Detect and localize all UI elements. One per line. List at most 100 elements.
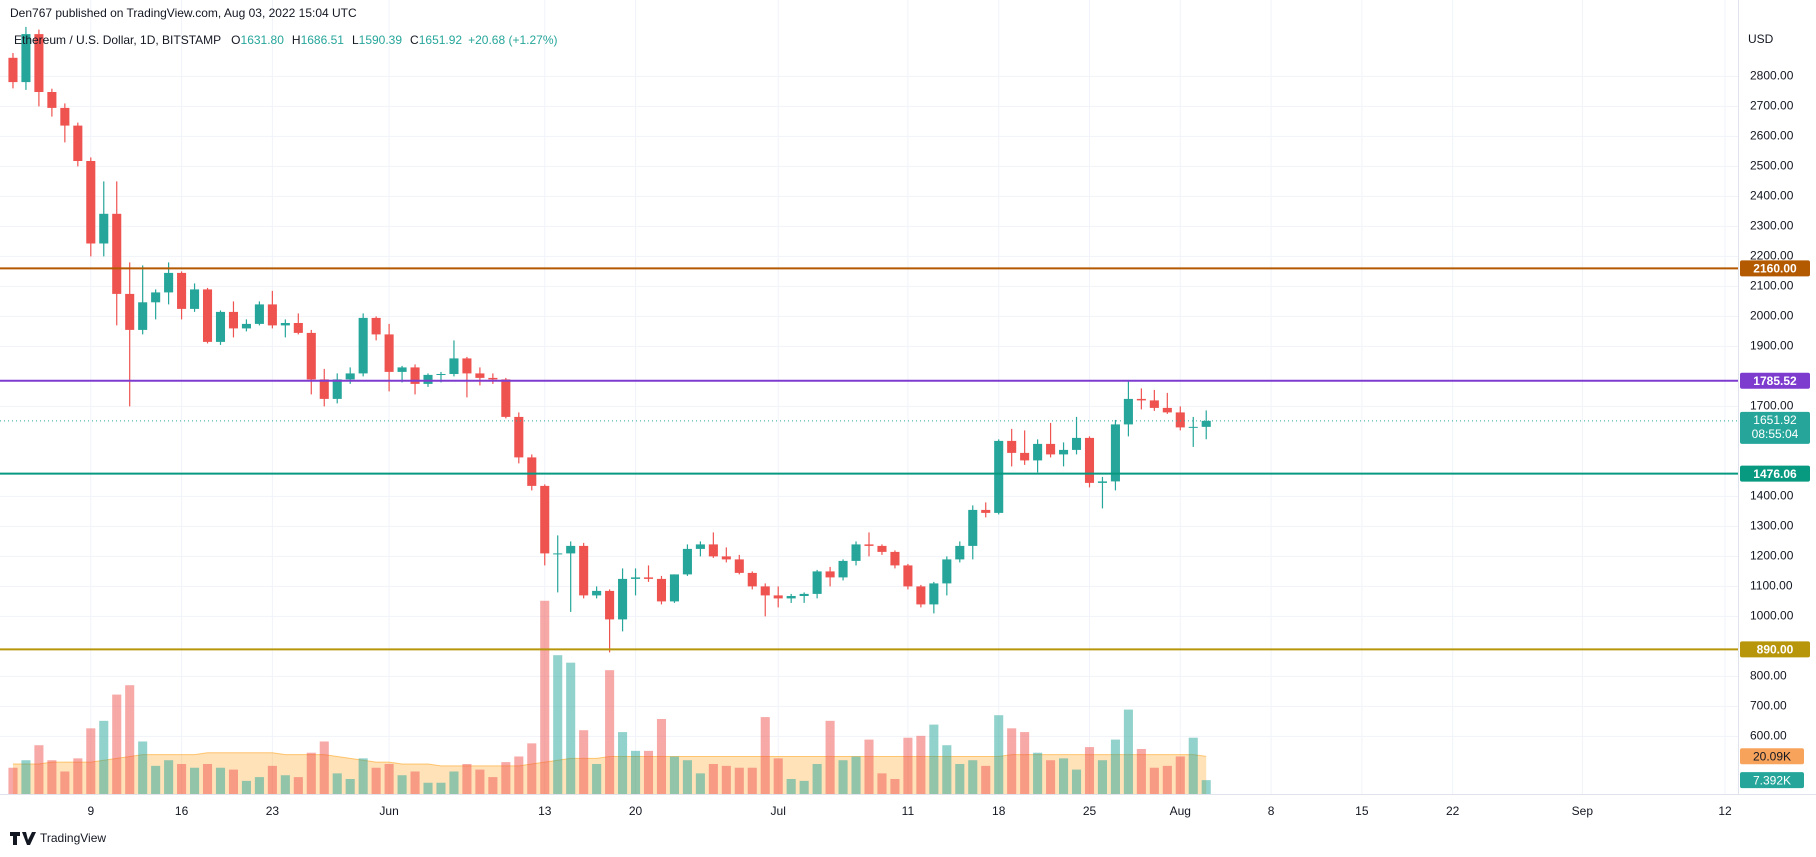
volume-bar bbox=[1188, 737, 1198, 794]
volume-bar bbox=[215, 767, 226, 794]
volume-bar bbox=[423, 782, 433, 794]
candle-body bbox=[60, 107, 70, 126]
volume-bar bbox=[1059, 758, 1069, 794]
candle-body bbox=[397, 367, 407, 372]
volume-bar bbox=[968, 760, 978, 794]
volume-bar bbox=[903, 737, 913, 794]
candle-body bbox=[21, 34, 31, 83]
candle-body bbox=[1110, 424, 1120, 482]
volume-bar bbox=[877, 773, 887, 794]
volume-bar bbox=[656, 718, 667, 794]
legend-value: 1631.80 bbox=[241, 33, 285, 47]
volume-bar bbox=[890, 778, 900, 794]
candle-body bbox=[436, 374, 446, 375]
candle-body bbox=[773, 595, 783, 599]
volume-bar bbox=[1123, 709, 1133, 794]
candle-body bbox=[955, 545, 965, 560]
candle-body bbox=[190, 289, 200, 309]
volume-bar bbox=[1097, 760, 1108, 794]
candle-body bbox=[903, 565, 913, 587]
candle-body bbox=[968, 509, 978, 546]
volume-bar bbox=[475, 769, 485, 794]
candle-body bbox=[241, 323, 251, 329]
volume-bar bbox=[319, 741, 329, 794]
volume-bar bbox=[605, 670, 615, 794]
volume-bar bbox=[721, 765, 731, 794]
level-label: 1476.06 bbox=[1753, 467, 1797, 481]
volume-bar bbox=[1007, 728, 1017, 794]
candle-body bbox=[825, 571, 835, 578]
candle-body bbox=[449, 358, 459, 374]
volume-bar bbox=[1084, 747, 1095, 794]
candle-body bbox=[112, 213, 122, 294]
volume-bar bbox=[592, 763, 602, 794]
volume-bar bbox=[73, 758, 83, 794]
candle-body bbox=[656, 578, 667, 602]
footer: TradingView bbox=[40, 831, 106, 845]
candle-body bbox=[475, 373, 485, 378]
volume-bar bbox=[306, 752, 316, 794]
volume-bar bbox=[747, 767, 757, 794]
y-tick-label: 1900.00 bbox=[1750, 339, 1794, 353]
legend-key: O bbox=[231, 33, 240, 47]
level-badge bbox=[1740, 372, 1810, 389]
candle-body bbox=[99, 213, 109, 244]
volume-bar bbox=[112, 694, 122, 794]
volume-bar bbox=[358, 758, 368, 794]
candle-body bbox=[86, 161, 96, 244]
candle-body bbox=[1097, 481, 1108, 483]
y-tick-label: 2000.00 bbox=[1750, 309, 1794, 323]
candle-body bbox=[501, 379, 511, 417]
candle-body bbox=[734, 559, 744, 573]
volume-badge bbox=[1740, 772, 1804, 789]
x-tick-label: Aug bbox=[1170, 804, 1191, 818]
candle-body bbox=[8, 57, 18, 83]
footer-logo bbox=[10, 832, 36, 845]
volume-bar bbox=[825, 720, 835, 794]
candle-body bbox=[527, 457, 537, 486]
volume-bar bbox=[630, 750, 641, 794]
candle-body bbox=[215, 311, 226, 342]
volume-bar bbox=[177, 763, 187, 794]
candle-body bbox=[643, 577, 654, 579]
volume-badge-label: 20.09K bbox=[1753, 749, 1791, 763]
level-label: 1785.52 bbox=[1753, 374, 1797, 388]
x-tick-label: 16 bbox=[175, 804, 189, 818]
volume-bar bbox=[760, 717, 770, 794]
candle-body bbox=[280, 323, 290, 326]
volume-bar bbox=[851, 756, 861, 794]
last-price-badge bbox=[1740, 411, 1810, 444]
candle-body bbox=[942, 559, 952, 584]
candle-body bbox=[488, 377, 498, 380]
y-tick-label: 2800.00 bbox=[1750, 69, 1794, 83]
volume-layer bbox=[8, 600, 1211, 794]
candle-body bbox=[164, 272, 174, 293]
volume-bar bbox=[1136, 748, 1146, 794]
candle-body bbox=[332, 379, 342, 399]
candle-body bbox=[605, 590, 615, 620]
volume-bar bbox=[566, 662, 576, 794]
volume-bar bbox=[540, 600, 550, 794]
y-tick-label: 1400.00 bbox=[1750, 489, 1794, 503]
volume-bar bbox=[99, 720, 109, 794]
candle-body bbox=[669, 574, 679, 602]
candle-body bbox=[682, 548, 692, 575]
volume-bar bbox=[864, 739, 874, 794]
candle-body bbox=[371, 317, 381, 335]
candle-body bbox=[1175, 412, 1185, 428]
candle-body bbox=[306, 332, 316, 380]
level-badge bbox=[1740, 465, 1810, 482]
candle-body bbox=[254, 304, 264, 324]
candle-body bbox=[345, 373, 355, 380]
y-tick-label: 700.00 bbox=[1750, 699, 1787, 713]
volume-bar bbox=[164, 760, 174, 794]
volume-bar bbox=[1033, 752, 1043, 794]
candle-body bbox=[592, 590, 602, 596]
volume-bar bbox=[397, 775, 407, 794]
volume-bar bbox=[228, 769, 239, 794]
volume-bar bbox=[410, 771, 420, 794]
volume-bar bbox=[682, 760, 692, 794]
x-tick-label: 25 bbox=[1083, 804, 1097, 818]
candle-body bbox=[1046, 443, 1056, 455]
